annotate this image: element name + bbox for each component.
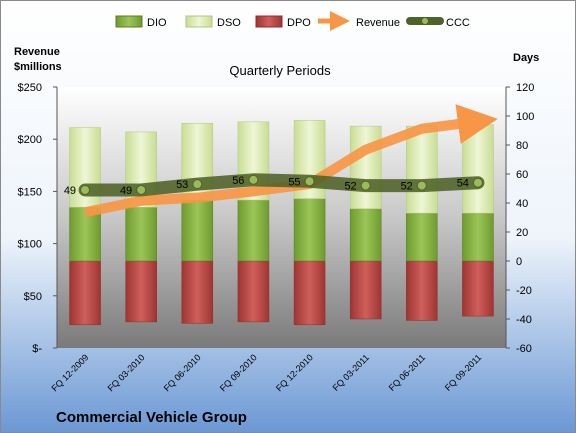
right-tick-label: 120	[516, 82, 534, 94]
ccc-point	[192, 179, 203, 190]
ccc-point	[304, 176, 315, 187]
dpo-bar	[181, 260, 214, 324]
dso-bar	[349, 125, 382, 210]
ccc-label: 56	[232, 175, 244, 187]
dpo-bar	[237, 260, 270, 323]
right-tick-label: 40	[516, 198, 528, 210]
chart-title: Quarterly Periods	[229, 63, 331, 78]
ccc-line	[78, 173, 485, 197]
dpo-bar	[406, 260, 438, 321]
ccc-point	[472, 177, 483, 188]
dpo-bar	[462, 260, 494, 317]
legend-label-revenue: Revenue	[356, 17, 400, 29]
right-tick-label: 0	[516, 256, 522, 268]
legend-label-ccc: CCC	[446, 17, 470, 29]
dio-bar	[349, 208, 382, 262]
dio-bar	[293, 198, 326, 262]
dio-bar	[125, 207, 157, 262]
left-tick-label: $-	[32, 343, 42, 355]
dio-bar	[462, 212, 494, 262]
dio-bar	[69, 207, 101, 262]
legend-swatch-dso	[185, 15, 213, 28]
dpo-bar	[349, 260, 382, 320]
revenue-line	[84, 104, 498, 218]
ccc-point	[136, 184, 147, 195]
right-axis: -60 -40 -20 0 20 40 60 80 100 120	[505, 82, 534, 355]
dio-bar	[181, 199, 214, 262]
left-tick-label: $150	[18, 186, 42, 198]
revenue-series	[84, 104, 498, 218]
dio-bar	[237, 199, 270, 262]
left-axis-title-line1: Revenue	[14, 46, 60, 58]
right-tick-label: 20	[516, 227, 528, 239]
ccc-label: 52	[344, 181, 356, 193]
right-tick-label: -60	[516, 343, 532, 355]
ccc-point	[416, 180, 427, 191]
ccc-point	[360, 180, 371, 191]
ccc-label: 54	[457, 178, 469, 190]
ccc-label: 49	[120, 185, 132, 197]
dso-bar	[406, 125, 438, 214]
ccc-label: 53	[176, 179, 188, 191]
dpo-bar	[125, 260, 157, 323]
legend-swatch-dio	[115, 15, 143, 28]
dpo-bar	[69, 260, 101, 326]
left-tick-label: $200	[18, 134, 42, 146]
right-axis-title: Days	[513, 52, 539, 64]
left-axis-title-line2: $millions	[14, 61, 62, 73]
dio-bar	[406, 212, 438, 262]
right-tick-label: 80	[516, 140, 528, 152]
ccc-label: 55	[288, 176, 300, 188]
ccc-point	[248, 174, 259, 185]
dpo-bar	[293, 260, 326, 326]
company-name: Commercial Vehicle Group	[56, 409, 247, 426]
legend-swatch-dpo	[255, 15, 283, 28]
ccc-label: 49	[64, 185, 76, 197]
left-tick-label: $50	[24, 291, 42, 303]
left-axis: $- $50 $100 $150 $200 $250	[18, 82, 58, 355]
legend-point-ccc	[421, 17, 429, 25]
right-tick-label: -40	[516, 314, 532, 326]
right-tick-label: 60	[516, 169, 528, 181]
ccc-label: 52	[401, 181, 413, 193]
legend-label-dio: DIO	[147, 17, 167, 29]
dso-bar	[462, 124, 494, 214]
right-tick-label: 100	[516, 111, 534, 123]
ccc-point	[80, 184, 91, 195]
right-tick-label: -20	[516, 285, 532, 297]
legend: DIO DSO DPO Revenue CCC	[115, 11, 470, 31]
left-tick-label: $250	[18, 82, 42, 94]
left-tick-label: $100	[18, 239, 42, 251]
ccc-series: 49 49 53 56 55 52 52 54	[64, 173, 485, 197]
legend-label-dpo: DPO	[287, 17, 311, 29]
legend-label-dso: DSO	[217, 17, 241, 29]
